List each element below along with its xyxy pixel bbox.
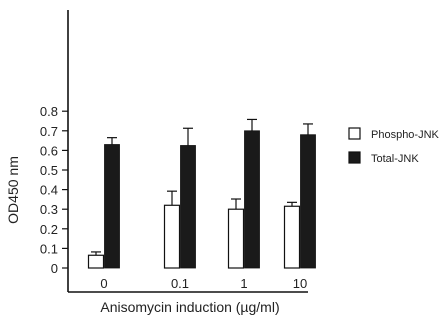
legend-swatch — [348, 127, 361, 140]
x-tick-label: 1 — [240, 276, 247, 291]
y-tick-label: 0.7 — [40, 124, 58, 139]
y-tick-label: 0.6 — [40, 143, 58, 158]
error-bars — [91, 118, 313, 256]
y-tick-label: 0.5 — [40, 163, 58, 178]
bars — [87, 130, 316, 269]
bar-phospho-jnk — [283, 205, 301, 269]
x-ticks: 0 0.1 1 10 — [100, 276, 307, 291]
y-tick-label: 0.1 — [40, 241, 58, 256]
y-tick-label: 0 — [51, 261, 58, 276]
bar-total-jnk — [180, 145, 196, 269]
x-axis-title: Anisomycin induction (µg/ml) — [100, 299, 279, 315]
legend-label: Total-JNK — [371, 153, 419, 165]
bar-phospho-jnk — [227, 208, 245, 269]
axes — [67, 10, 308, 293]
x-tick-label: 0.1 — [171, 276, 189, 291]
bar-phospho-jnk — [87, 254, 105, 269]
bar-total-jnk — [300, 134, 316, 269]
legend: Phospho-JNK Total-JNK — [348, 127, 439, 165]
y-tick-label: 0.4 — [40, 183, 58, 198]
bar-total-jnk — [104, 144, 120, 269]
bar-total-jnk — [244, 130, 260, 269]
x-tick-label: 0 — [100, 276, 107, 291]
bar-phospho-jnk — [163, 204, 181, 269]
y-ticks: 0 0.1 0.2 0.3 0.4 0.5 0.6 0.7 0.8 — [40, 104, 68, 276]
legend-label: Phospho-JNK — [371, 129, 439, 141]
y-tick-label: 0.3 — [40, 202, 58, 217]
y-axis-title: OD450 nm — [5, 156, 21, 224]
legend-swatch — [348, 151, 361, 164]
x-tick-label: 10 — [293, 276, 307, 291]
y-tick-label: 0.8 — [40, 104, 58, 119]
y-tick-label: 0.2 — [40, 222, 58, 237]
